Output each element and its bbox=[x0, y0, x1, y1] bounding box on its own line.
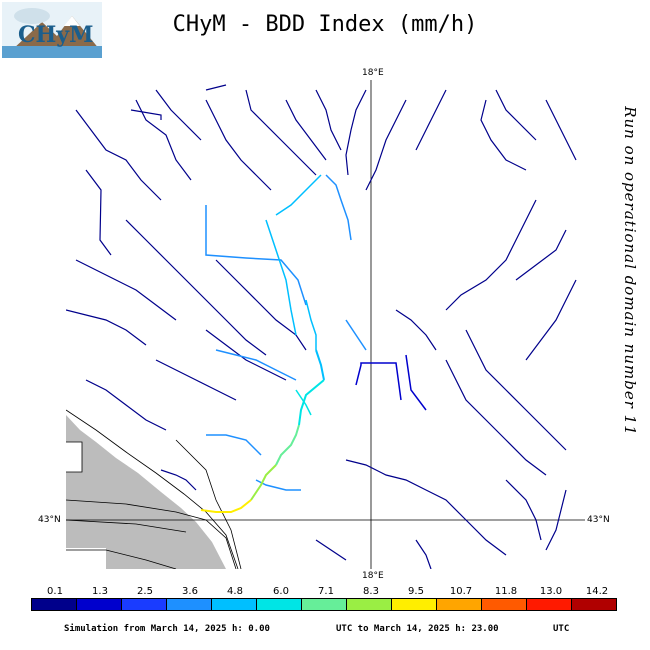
main-stem bbox=[200, 349, 325, 513]
legend-color-cell bbox=[527, 599, 572, 610]
lon-label-bottom: 18°E bbox=[362, 571, 384, 581]
legend-tick: 0.1 bbox=[47, 586, 63, 597]
main-channels bbox=[205, 174, 427, 491]
lat-label-left: 43°N bbox=[38, 515, 61, 525]
legend-values: 0.1 1.3 2.5 3.6 4.8 6.0 7.1 8.3 9.5 10.7… bbox=[31, 586, 617, 598]
legend-color-cell bbox=[482, 599, 527, 610]
legend-tick: 14.2 bbox=[585, 586, 609, 597]
footer-from: Simulation from March 14, 2025 h: 0.00 bbox=[64, 624, 270, 634]
footer-tz: UTC bbox=[553, 624, 570, 634]
legend-color-cell bbox=[347, 599, 392, 610]
legend-color-cell bbox=[572, 599, 616, 610]
boundary bbox=[66, 499, 237, 569]
legend-color-cell bbox=[32, 599, 77, 610]
lon-label-top: 18°E bbox=[362, 68, 384, 78]
legend-color-cell bbox=[437, 599, 482, 610]
land-mask bbox=[66, 415, 226, 569]
legend-color-cell bbox=[77, 599, 122, 610]
legend-tick: 9.5 bbox=[408, 586, 424, 597]
coastline bbox=[66, 409, 239, 569]
legend-color-bar bbox=[31, 598, 617, 611]
legend-tick: 2.5 bbox=[137, 586, 153, 597]
svg-text:CHyM: CHyM bbox=[18, 22, 93, 48]
legend-color-cell bbox=[392, 599, 437, 610]
legend-tick: 4.8 bbox=[227, 586, 243, 597]
legend-tick: 10.7 bbox=[449, 586, 473, 597]
legend-tick: 7.1 bbox=[318, 586, 334, 597]
legend-tick: 11.8 bbox=[494, 586, 518, 597]
legend-color-cell bbox=[167, 599, 212, 610]
legend-tick: 6.0 bbox=[273, 586, 289, 597]
legend-tick: 1.3 bbox=[92, 586, 108, 597]
page-title: CHyM - BDD Index (mm/h) bbox=[172, 12, 478, 37]
legend-color-cell bbox=[302, 599, 347, 610]
legend-tick: 8.3 bbox=[363, 586, 379, 597]
lat-label-right: 43°N bbox=[587, 515, 610, 525]
tributaries bbox=[66, 84, 577, 569]
footer-to: UTC to March 14, 2025 h: 23.00 bbox=[336, 624, 499, 634]
legend-color-cell bbox=[122, 599, 167, 610]
legend-color-cell bbox=[257, 599, 302, 610]
river-network-map bbox=[66, 80, 585, 569]
legend-tick: 13.0 bbox=[539, 586, 563, 597]
run-note: Run on operational domain number 11 bbox=[621, 106, 639, 436]
legend-color-cell bbox=[212, 599, 257, 610]
legend-tick: 3.6 bbox=[182, 586, 198, 597]
chym-logo: CHyM bbox=[2, 2, 102, 58]
